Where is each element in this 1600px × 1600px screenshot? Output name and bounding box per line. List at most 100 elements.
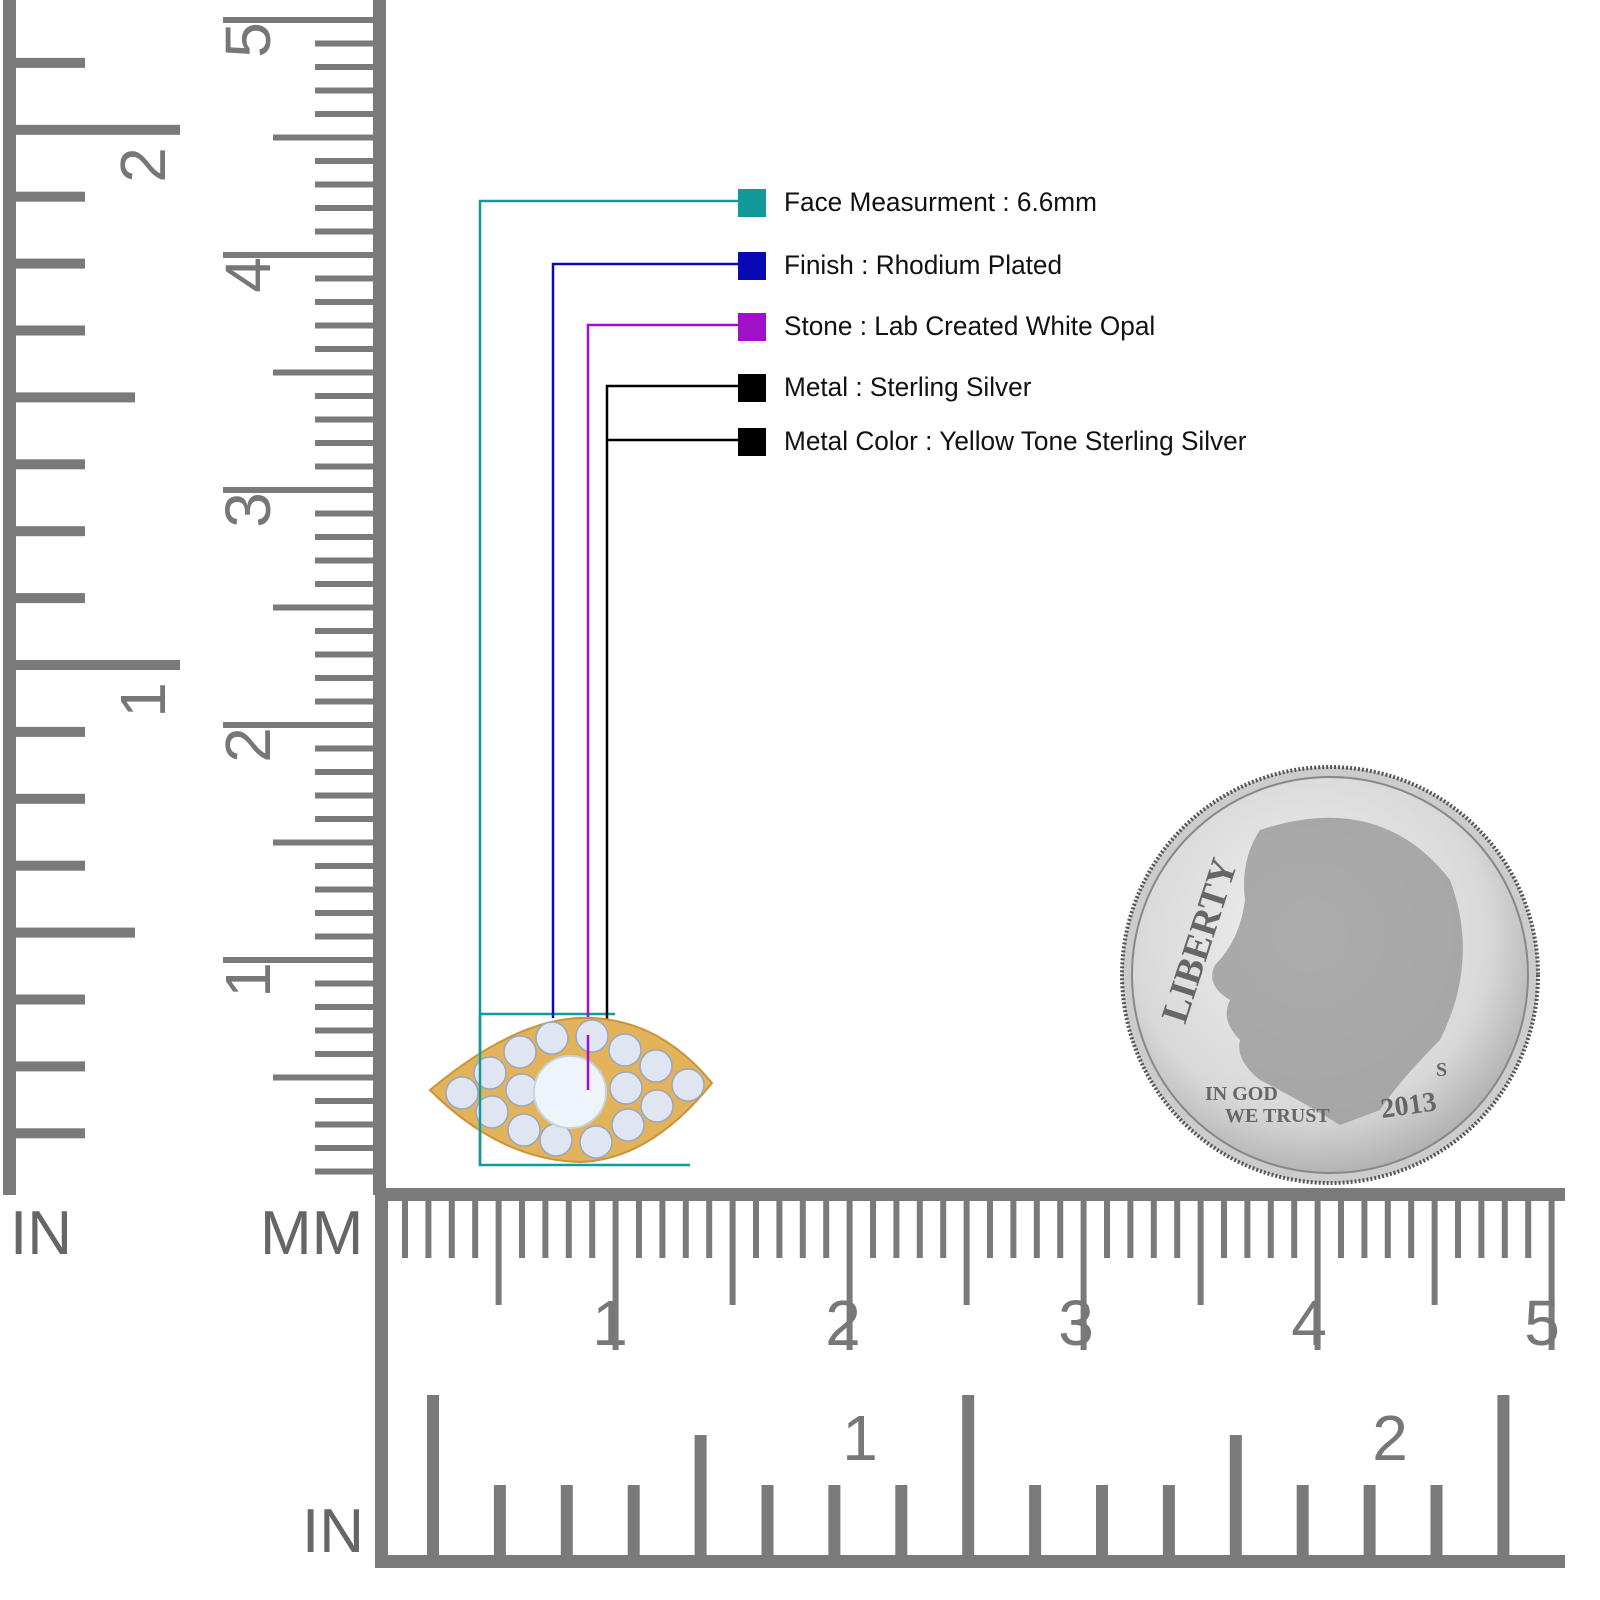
mm-tick bbox=[273, 839, 373, 846]
inch-tick bbox=[15, 392, 135, 403]
mm-tick bbox=[315, 769, 373, 775]
mm-tick bbox=[223, 17, 373, 23]
inch-tick bbox=[627, 1485, 640, 1555]
mm-tick bbox=[1501, 1200, 1508, 1258]
inch-tick bbox=[1096, 1485, 1108, 1555]
legend-metal-color: Metal Color : Yellow Tone Sterling Silve… bbox=[738, 426, 1261, 457]
mm-tick bbox=[1010, 1200, 1017, 1258]
opal-stone bbox=[533, 1055, 607, 1129]
mm-tick bbox=[1431, 1200, 1438, 1305]
mm-tick bbox=[315, 1027, 373, 1034]
mm-tick bbox=[223, 487, 373, 493]
inch-tick bbox=[15, 124, 180, 135]
mm-tick bbox=[425, 1200, 432, 1258]
ruler-ticks bbox=[3, 0, 1565, 1568]
inch-tick bbox=[15, 726, 85, 737]
mm-tick bbox=[1174, 1200, 1181, 1258]
swatch-purple bbox=[738, 312, 766, 341]
swatch-blue bbox=[738, 251, 766, 280]
mm-tick bbox=[315, 557, 373, 564]
mm-tick bbox=[612, 1200, 619, 1350]
mm-tick bbox=[273, 369, 373, 376]
mm-tick bbox=[1361, 1200, 1368, 1258]
mm-tick bbox=[1104, 1200, 1110, 1258]
mm-tick bbox=[315, 463, 373, 470]
left-ruler-mm-edge bbox=[373, 0, 386, 1195]
mm-tick bbox=[1080, 1200, 1087, 1350]
mm-tick bbox=[402, 1200, 408, 1258]
mm-tick bbox=[315, 1098, 373, 1104]
mm-tick bbox=[1478, 1200, 1485, 1258]
leader-metal bbox=[605, 384, 740, 1030]
mm-tick bbox=[1338, 1200, 1344, 1258]
mm-tick bbox=[1455, 1200, 1461, 1258]
metal-text: Metal : Sterling Silver bbox=[784, 372, 1032, 402]
inch-tick bbox=[15, 459, 85, 470]
mm-tick bbox=[315, 980, 373, 987]
mm-tick bbox=[315, 863, 373, 869]
bottom-ruler-edge bbox=[375, 1555, 1565, 1568]
mm-tick bbox=[273, 1074, 373, 1081]
diamond-stone bbox=[503, 1035, 537, 1069]
inch-tick bbox=[15, 258, 85, 269]
mm-tick bbox=[589, 1200, 596, 1258]
mm-tick bbox=[315, 745, 373, 752]
mm-tick bbox=[315, 675, 373, 681]
face-measurement-text: Face Measurment : 6.6mm bbox=[784, 187, 1097, 217]
mm-tick bbox=[448, 1200, 455, 1258]
mm-tick bbox=[1384, 1200, 1391, 1258]
mm-tick bbox=[315, 628, 373, 634]
inch-tick bbox=[1430, 1485, 1443, 1555]
leader-face bbox=[478, 199, 740, 1167]
mm-tick bbox=[472, 1200, 479, 1258]
mm-tick bbox=[273, 604, 373, 611]
inch-tick bbox=[1162, 1485, 1175, 1555]
diamond-stone bbox=[507, 1113, 541, 1147]
svg-text:S: S bbox=[1436, 1059, 1447, 1081]
earring-image bbox=[428, 1014, 714, 1165]
inch-tick bbox=[15, 927, 135, 938]
mm-tick bbox=[315, 275, 373, 282]
inch-tick bbox=[15, 860, 85, 871]
inch-tick bbox=[1229, 1435, 1242, 1555]
mm-tick bbox=[1127, 1200, 1134, 1258]
inch-tick bbox=[427, 1395, 439, 1555]
legend-face-measurement: Face Measurment : 6.6mm bbox=[738, 187, 1107, 218]
bottom-ruler-left-edge bbox=[375, 1188, 388, 1568]
mm-tick bbox=[519, 1200, 525, 1258]
mm-tick bbox=[315, 205, 373, 211]
mm-tick bbox=[729, 1200, 736, 1305]
diamond-stone bbox=[611, 1108, 645, 1142]
mm-tick bbox=[315, 933, 373, 940]
inch-tick bbox=[1497, 1395, 1510, 1555]
mm-tick bbox=[315, 534, 373, 540]
diamond-stone bbox=[579, 1125, 613, 1159]
mm-tick bbox=[987, 1200, 993, 1258]
inch-tick bbox=[761, 1485, 774, 1555]
mm-tick bbox=[315, 792, 373, 799]
mm-tick bbox=[799, 1200, 806, 1258]
left-mm-label: 2 bbox=[212, 727, 284, 763]
mm-tick bbox=[315, 886, 373, 893]
left-mm-label: 4 bbox=[212, 257, 284, 293]
diamond-stone bbox=[535, 1021, 569, 1055]
inch-tick bbox=[15, 593, 85, 604]
bottom-inch-label: 1 bbox=[842, 1402, 878, 1474]
diamond-stone bbox=[671, 1068, 705, 1102]
mm-tick bbox=[659, 1200, 666, 1258]
inch-tick bbox=[493, 1485, 506, 1555]
mm-tick bbox=[823, 1200, 830, 1258]
mm-tick bbox=[1244, 1200, 1251, 1258]
dime-coin-image: LIBERTY IN GOD WE TRUST 2013 S bbox=[1120, 765, 1540, 1185]
bottom-ruler-mm-edge bbox=[375, 1188, 1565, 1201]
stone-text: Stone : Lab Created White Opal bbox=[784, 311, 1156, 341]
left-mm-unit-label: MM bbox=[260, 1199, 364, 1268]
inch-tick bbox=[1296, 1485, 1309, 1555]
mm-tick bbox=[846, 1200, 853, 1350]
diamond-stone bbox=[608, 1033, 642, 1067]
mm-tick bbox=[315, 651, 373, 658]
mm-tick bbox=[315, 346, 373, 352]
mm-tick bbox=[776, 1200, 783, 1258]
